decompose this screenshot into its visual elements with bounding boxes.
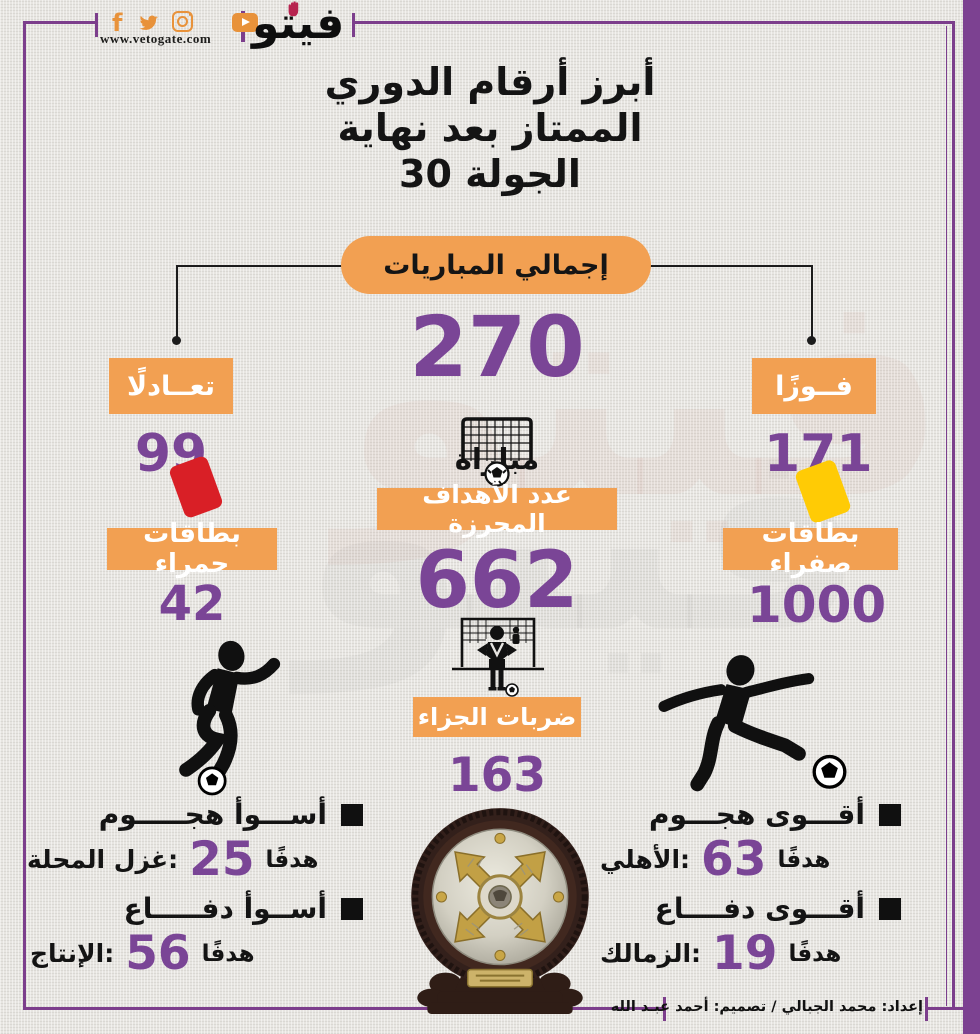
frame-left xyxy=(23,21,26,1010)
best-attack-title: أقـــوى هجـــوم xyxy=(649,798,865,831)
best-defense-unit: هدفًا xyxy=(788,940,842,967)
page-title-line2: الممتاز بعد نهاية xyxy=(337,106,643,150)
right-edge-band xyxy=(963,0,980,1034)
best-attack-value: 63 xyxy=(701,832,767,887)
twitter-icon[interactable] xyxy=(136,12,160,32)
best-attack-stat: الأهلي: 63 هدفًا xyxy=(600,836,830,883)
best-defense-team: الزمالك: xyxy=(600,939,702,968)
yellow-cards-label: بطاقات صفراء xyxy=(723,519,898,579)
best-attack-team: الأهلي: xyxy=(600,845,691,874)
red-cards-value: 42 xyxy=(158,576,226,632)
best-attack-row: أقـــوى هجـــوم xyxy=(617,798,901,831)
connector-right xyxy=(648,265,813,267)
connector-right-drop xyxy=(811,265,813,337)
frame-cap-bottom-left xyxy=(663,997,666,1021)
worst-defense-title: أســوأ دفـــــاع xyxy=(123,892,327,925)
connector-left-dot xyxy=(172,336,181,345)
goals-value: 662 xyxy=(415,536,579,626)
penalties-label: ضربات الجزاء xyxy=(413,697,581,737)
worst-defense-team: الإنتاج: xyxy=(30,939,115,968)
goals-label: عدد الأهداف المحرزة xyxy=(377,480,617,538)
worst-attack-value: 25 xyxy=(189,832,255,887)
frame-bottom-left-segment xyxy=(23,1007,663,1010)
kicking-player-icon xyxy=(658,655,847,792)
penalties-value: 163 xyxy=(447,748,547,803)
worst-defense-row: أســوأ دفـــــاع xyxy=(30,892,363,925)
league-trophy xyxy=(411,808,589,1014)
connector-left xyxy=(177,265,345,267)
worst-defense-stat: الإنتاج: 56 هدفًا xyxy=(30,930,255,977)
frame-top-left-segment xyxy=(23,21,95,24)
wins-label: فــوزًا xyxy=(752,358,876,414)
square-bullet xyxy=(341,897,363,920)
hand-icon xyxy=(288,1,299,17)
frame-cap-bottom-right xyxy=(925,997,928,1021)
facebook-icon[interactable]: f xyxy=(112,9,123,37)
square-bullet xyxy=(879,803,901,826)
page-title-line1: أبرز أرقام الدوري xyxy=(324,60,656,104)
credits-line: إعداد: محمد الجبالي / تصميم: أحمد عبـد ا… xyxy=(610,999,923,1015)
worst-attack-stat: غزل المحلة: 25 هدفًا xyxy=(27,836,318,883)
dribbling-player-icon xyxy=(179,640,281,796)
website-url[interactable]: www.vetogate.com xyxy=(100,31,212,46)
instagram-icon[interactable] xyxy=(172,11,193,32)
worst-attack-team: غزل المحلة: xyxy=(27,845,179,874)
best-attack-unit: هدفًا xyxy=(777,846,831,873)
total-matches-pill: إجمالي المباريات xyxy=(341,236,651,294)
frame-right-inner-line xyxy=(946,26,947,1006)
total-matches-value: 270 xyxy=(409,298,585,396)
square-bullet xyxy=(879,897,901,920)
square-bullet xyxy=(341,803,363,826)
frame-top-right-segment xyxy=(352,21,955,24)
worst-defense-value: 56 xyxy=(125,926,191,981)
connector-left-drop xyxy=(176,265,178,337)
frame-cap-top-right xyxy=(352,13,355,37)
youtube-icon[interactable] xyxy=(232,13,259,32)
worst-defense-unit: هدفًا xyxy=(201,940,255,967)
page-title-line3: الجولة 30 xyxy=(399,152,581,196)
frame-cap-top-left xyxy=(95,13,98,37)
yellow-cards-value: 1000 xyxy=(747,576,887,634)
frame-bottom-right-segment xyxy=(928,1007,963,1010)
goalkeeper-icon xyxy=(452,617,544,697)
goal-net-icon xyxy=(461,417,533,487)
best-defense-value: 19 xyxy=(712,926,778,981)
red-cards-label: بطاقات حمراء xyxy=(107,519,277,579)
draws-label: تعــادلًا xyxy=(109,358,233,414)
frame-right xyxy=(952,21,955,1010)
worst-attack-row: أســـوأ هجـــــوم xyxy=(30,798,363,831)
worst-attack-title: أســـوأ هجـــــوم xyxy=(98,798,327,831)
best-defense-row: أقـــوى دفــــاع xyxy=(617,892,901,925)
best-defense-title: أقـــوى دفــــاع xyxy=(654,892,865,925)
worst-attack-unit: هدفًا xyxy=(265,846,319,873)
best-defense-stat: الزمالك: 19 هدفًا xyxy=(600,930,841,977)
connector-right-dot xyxy=(807,336,816,345)
